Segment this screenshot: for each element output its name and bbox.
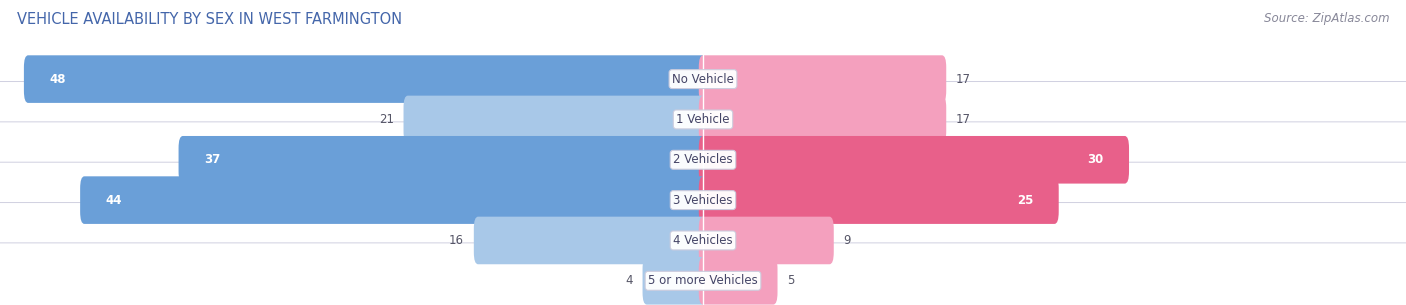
FancyBboxPatch shape bbox=[0, 162, 1406, 238]
Text: 4: 4 bbox=[626, 274, 633, 287]
FancyBboxPatch shape bbox=[0, 122, 1406, 198]
FancyBboxPatch shape bbox=[699, 55, 946, 103]
FancyBboxPatch shape bbox=[0, 203, 1406, 278]
Text: No Vehicle: No Vehicle bbox=[672, 73, 734, 86]
FancyBboxPatch shape bbox=[699, 96, 946, 143]
Text: 17: 17 bbox=[956, 73, 972, 86]
FancyBboxPatch shape bbox=[699, 176, 1059, 224]
Text: 5 or more Vehicles: 5 or more Vehicles bbox=[648, 274, 758, 287]
Text: 37: 37 bbox=[204, 153, 221, 166]
FancyBboxPatch shape bbox=[643, 257, 707, 305]
Text: 17: 17 bbox=[956, 113, 972, 126]
Text: 5: 5 bbox=[787, 274, 794, 287]
FancyBboxPatch shape bbox=[699, 136, 1129, 184]
Text: 2 Vehicles: 2 Vehicles bbox=[673, 153, 733, 166]
FancyBboxPatch shape bbox=[699, 257, 778, 305]
Text: 1 Vehicle: 1 Vehicle bbox=[676, 113, 730, 126]
Text: 21: 21 bbox=[378, 113, 394, 126]
FancyBboxPatch shape bbox=[0, 243, 1406, 305]
FancyBboxPatch shape bbox=[404, 96, 707, 143]
Text: 9: 9 bbox=[844, 234, 851, 247]
Text: 44: 44 bbox=[105, 194, 122, 206]
Text: 3 Vehicles: 3 Vehicles bbox=[673, 194, 733, 206]
Text: 30: 30 bbox=[1087, 153, 1104, 166]
FancyBboxPatch shape bbox=[0, 81, 1406, 157]
Text: 4 Vehicles: 4 Vehicles bbox=[673, 234, 733, 247]
FancyBboxPatch shape bbox=[474, 217, 707, 264]
FancyBboxPatch shape bbox=[179, 136, 707, 184]
Text: VEHICLE AVAILABILITY BY SEX IN WEST FARMINGTON: VEHICLE AVAILABILITY BY SEX IN WEST FARM… bbox=[17, 12, 402, 27]
FancyBboxPatch shape bbox=[80, 176, 707, 224]
Text: 16: 16 bbox=[449, 234, 464, 247]
FancyBboxPatch shape bbox=[24, 55, 707, 103]
FancyBboxPatch shape bbox=[0, 41, 1406, 117]
Text: Source: ZipAtlas.com: Source: ZipAtlas.com bbox=[1264, 12, 1389, 25]
FancyBboxPatch shape bbox=[699, 217, 834, 264]
Text: 48: 48 bbox=[49, 73, 66, 86]
Text: 25: 25 bbox=[1017, 194, 1033, 206]
